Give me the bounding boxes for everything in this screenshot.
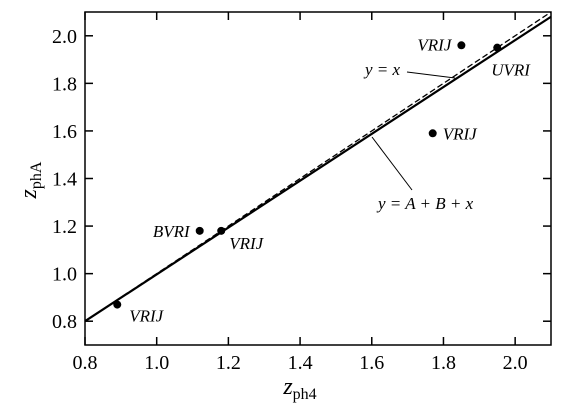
x-tick-label: 1.4 [288, 352, 313, 374]
x-tick-label: 1.8 [431, 352, 456, 374]
x-tick-label: 1.2 [216, 352, 241, 374]
y-tick-label: 1.6 [52, 121, 77, 143]
x-label-main: z [282, 374, 293, 400]
point-label: VRIJ [129, 307, 164, 326]
y-axis-label: zphA [16, 161, 45, 199]
y-tick-label: 0.8 [52, 311, 77, 333]
data-point [195, 226, 204, 235]
data-point [428, 129, 437, 138]
y-label-main: z [16, 188, 42, 199]
y-tick-label: 2.0 [52, 26, 77, 48]
y-label-sub: phA [28, 161, 45, 189]
data-point [457, 41, 466, 50]
fit-line [84, 15, 552, 323]
y-tick-label: 1.8 [52, 73, 77, 95]
line-annotation: y = A + B + x [376, 194, 474, 213]
point-label: VRIJ [229, 234, 264, 253]
x-tick-label: 1.0 [144, 352, 169, 374]
point-label: VRIJ [443, 124, 478, 143]
point-label: UVRI [491, 61, 531, 80]
x-label-sub: ph4 [293, 386, 317, 403]
x-tick-label: 1.6 [359, 352, 384, 374]
data-point [217, 226, 226, 235]
data-point [113, 300, 122, 309]
y-tick-label: 1.4 [52, 169, 77, 191]
annotation-leader [406, 71, 456, 79]
data-point [493, 43, 502, 52]
y-tick-label: 1.2 [52, 216, 77, 238]
x-axis-label: zph4 [282, 374, 316, 403]
y-tick-label: 1.0 [52, 264, 77, 286]
point-label: BVRI [153, 222, 191, 241]
line-annotation: y = x [363, 60, 401, 79]
x-tick-label: 2.0 [503, 352, 528, 374]
x-tick-label: 0.8 [73, 352, 98, 374]
point-label: VRIJ [417, 35, 452, 54]
annotation-leader [371, 136, 413, 191]
